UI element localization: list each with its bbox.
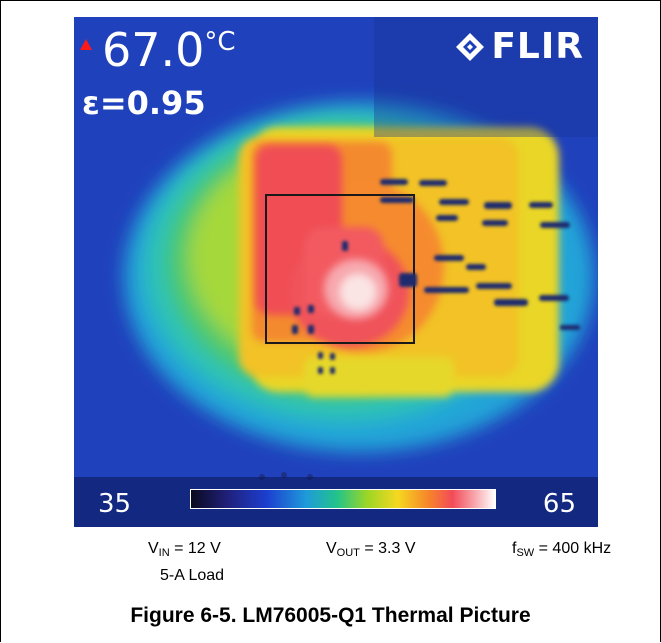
vout-subscript: OUT [336, 547, 360, 559]
load-condition: 5-A Load [160, 567, 225, 584]
scale-min-label: 35 [98, 489, 132, 519]
vin-condition: VIN = 12 V [148, 540, 221, 559]
scale-gradient [190, 489, 496, 509]
vout-symbol: V [326, 540, 337, 557]
temperature-value: 67.0 [102, 23, 205, 77]
vin-symbol: V [148, 540, 159, 557]
thermal-heatmap [74, 17, 598, 527]
scale-max-label: 65 [542, 489, 576, 519]
temperature-scale: 35 65 [74, 477, 598, 527]
thermal-image: 67.0°C ε=0.95 FLIR 35 65 [74, 17, 598, 527]
fsw-condition: fSW = 400 kHz [512, 540, 611, 559]
flir-logo: FLIR [455, 29, 584, 65]
emissivity-readout: ε=0.95 [82, 84, 206, 122]
fsw-value: = 400 kHz [534, 540, 612, 557]
vout-condition: VOUT = 3.3 V [326, 540, 416, 559]
flir-diamond-icon [456, 33, 485, 61]
temperature-readout: 67.0°C [102, 27, 236, 73]
vout-value: = 3.3 V [359, 540, 416, 557]
flir-brand-text: FLIR [491, 26, 584, 67]
fsw-subscript: SW [516, 547, 535, 559]
red-triangle-icon [80, 39, 92, 50]
vin-subscript: IN [158, 547, 170, 559]
vin-value: = 12 V [169, 540, 221, 557]
temperature-unit: °C [204, 27, 236, 57]
figure-title: Figure 6-5. LM76005-Q1 Thermal Picture [130, 604, 531, 627]
fsw-symbol: f [512, 540, 517, 557]
